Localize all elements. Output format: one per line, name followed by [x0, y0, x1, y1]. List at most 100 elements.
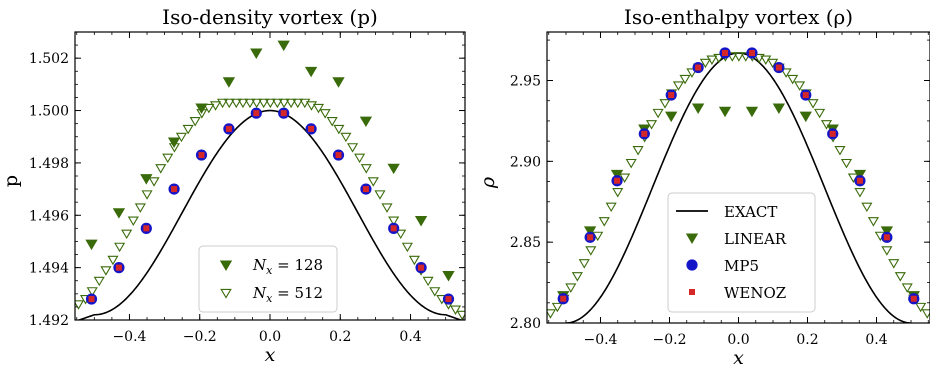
open-triangle-marker — [258, 98, 270, 109]
open-triangle-marker — [551, 302, 563, 313]
open-triangle-marker — [292, 98, 304, 109]
linear-marker — [140, 174, 153, 185]
open-triangle-marker — [733, 52, 745, 62]
open-triangle-marker — [699, 58, 711, 69]
open-triangle-marker — [571, 272, 583, 282]
open-triangle-marker — [168, 143, 180, 153]
open-triangle-marker — [652, 108, 664, 119]
x-tick-label: −0.4 — [112, 329, 146, 345]
open-triangle-marker — [888, 259, 900, 269]
open-triangle-marker — [114, 242, 126, 253]
open-triangle-marker — [767, 58, 779, 69]
open-triangle-marker — [619, 173, 631, 183]
chart-panel-2: −0.4 −0.2 0.0 0.2 0.4 2.80 2.85 2.90 2.95 Iso-ent… — [477, 5, 930, 368]
linear-marker — [332, 77, 345, 88]
open-triangle-marker — [326, 117, 338, 127]
open-triangle-marker — [449, 305, 462, 315]
open-triangle-marker — [753, 53, 765, 64]
open-triangle-marker — [86, 287, 98, 297]
open-triangle-marker — [203, 103, 215, 114]
chart-panel-1: −0.4 −0.2 0.0 0.2 0.4 1.492 1.494 1.496 1.498 1.5… — [0, 5, 466, 366]
y-axis-label: ρ — [477, 176, 499, 189]
wenoz-marker — [856, 177, 863, 184]
open-triangle-marker — [814, 108, 826, 119]
open-triangle-marker — [278, 98, 290, 109]
open-triangle-marker — [230, 98, 242, 109]
open-triangle-marker — [93, 276, 105, 287]
wenoz-marker — [641, 130, 648, 137]
open-triangle-marker — [100, 266, 112, 276]
open-triangle-marker — [645, 120, 658, 130]
legend-box — [667, 192, 816, 313]
wenoz-marker — [308, 125, 315, 132]
linear-marker — [610, 169, 624, 181]
wenoz-marker — [115, 264, 122, 271]
open-triangle-marker — [305, 101, 318, 111]
legend-marker-square — [689, 289, 695, 295]
wenoz-marker — [280, 110, 287, 117]
open-triangle-marker — [264, 98, 276, 109]
linear-marker — [665, 111, 678, 123]
open-triangle-marker — [632, 146, 644, 156]
open-triangle-marker — [834, 146, 846, 156]
open-triangle-marker — [408, 255, 420, 266]
open-triangle-marker — [333, 124, 345, 135]
wenoz-marker — [198, 152, 205, 159]
open-triangle-marker — [713, 53, 725, 64]
open-triangle-marker — [107, 255, 119, 266]
linear-marker — [277, 40, 290, 52]
open-triangle-marker — [347, 143, 359, 153]
linear-marker — [250, 48, 263, 59]
open-triangle-marker — [251, 98, 263, 109]
open-triangle-marker — [381, 203, 393, 213]
wenoz-marker — [668, 92, 675, 99]
open-triangle-marker — [861, 202, 873, 213]
chart-title: Iso-density vortex (p) — [162, 5, 378, 29]
linear-marker — [772, 103, 786, 115]
linear-marker — [799, 111, 812, 123]
wenoz-marker — [253, 110, 260, 117]
open-triangle-marker — [162, 153, 174, 164]
open-triangle-marker — [672, 81, 685, 91]
legend-marker-circle — [686, 259, 698, 271]
plot-area — [547, 47, 930, 323]
open-triangle-marker — [148, 177, 160, 187]
linear-marker — [222, 77, 236, 88]
open-triangle-marker — [141, 190, 153, 200]
open-triangle-marker — [374, 190, 386, 200]
open-triangle-marker — [182, 124, 194, 135]
open-triangle-marker — [612, 188, 624, 198]
open-triangle-marker — [285, 98, 297, 109]
open-triangle-marker — [565, 283, 577, 293]
wenoz-marker — [335, 152, 342, 159]
x-tick-label: 0.2 — [329, 329, 351, 345]
open-triangle-marker — [223, 98, 235, 109]
open-triangle-marker — [780, 68, 792, 78]
legend-marker-open-triangle — [220, 288, 232, 299]
legend-label: MP5 — [724, 257, 759, 275]
open-triangle-marker — [881, 246, 893, 256]
y-tick-label: 2.95 — [510, 74, 541, 90]
open-triangle-marker — [867, 217, 879, 227]
linear-marker — [718, 106, 732, 118]
open-triangle-marker — [340, 132, 352, 143]
open-triangle-marker — [175, 132, 188, 143]
wenoz-marker — [829, 130, 836, 137]
linear-marker — [691, 103, 705, 115]
open-triangle-marker — [319, 109, 331, 119]
open-triangle-marker — [578, 259, 590, 269]
legend-label: LINEAR — [724, 230, 787, 248]
y-tick-label: 1.500 — [29, 104, 69, 120]
open-triangle-marker — [429, 287, 441, 297]
x-tick-label: 0.0 — [727, 332, 749, 348]
wenoz-marker — [171, 186, 178, 193]
open-triangle-marker — [271, 98, 283, 109]
linear-marker — [880, 226, 894, 237]
open-triangle-marker — [388, 216, 400, 226]
open-triangle-marker — [547, 309, 557, 319]
open-triangle-marker — [244, 98, 256, 109]
open-triangle-marker — [401, 242, 413, 253]
linear-marker — [442, 271, 455, 282]
open-triangle-marker — [367, 177, 379, 187]
